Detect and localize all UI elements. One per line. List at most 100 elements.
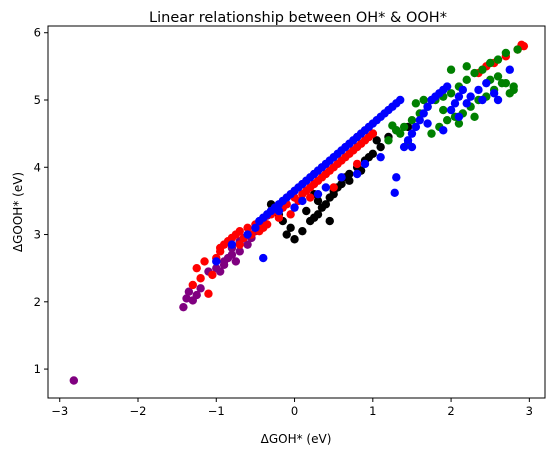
data-point — [313, 189, 323, 199]
data-point — [243, 240, 252, 249]
data-point — [486, 58, 495, 68]
data-point — [513, 45, 522, 54]
data-point — [407, 115, 417, 125]
data-point — [446, 105, 456, 115]
data-point — [259, 253, 268, 263]
data-point — [298, 196, 307, 206]
data-point — [200, 257, 209, 266]
data-point — [423, 119, 432, 128]
data-point — [337, 179, 346, 189]
data-point — [454, 92, 464, 101]
data-point — [396, 95, 405, 105]
data-point — [419, 109, 428, 118]
data-point — [337, 173, 346, 182]
data-point — [439, 126, 448, 135]
data-point — [419, 95, 428, 105]
data-point — [376, 152, 385, 162]
data-point — [235, 240, 244, 249]
data-point — [321, 200, 331, 209]
data-point — [458, 85, 468, 95]
data-point — [212, 263, 221, 273]
data-point — [493, 95, 503, 105]
data-point — [364, 152, 374, 162]
data-point — [286, 210, 295, 219]
data-point — [372, 136, 381, 145]
data-point — [302, 206, 311, 216]
x-tick-label: −2 — [130, 404, 147, 418]
x-tick-label: 3 — [526, 404, 533, 418]
data-point — [196, 274, 205, 283]
data-point — [407, 142, 417, 152]
y-tick-label: 1 — [34, 362, 41, 376]
y-tick-label: 3 — [34, 228, 41, 242]
data-point — [446, 65, 456, 74]
data-point — [396, 129, 405, 138]
data-points — [69, 40, 529, 385]
data-point — [251, 223, 260, 233]
data-point — [442, 115, 452, 125]
data-point — [282, 230, 291, 239]
data-point — [212, 257, 221, 266]
data-point — [184, 287, 194, 296]
y-tick-label: 4 — [34, 160, 41, 174]
data-point — [286, 223, 295, 233]
data-point — [259, 223, 268, 233]
data-point — [298, 226, 307, 236]
data-point — [290, 203, 299, 212]
data-point — [501, 78, 511, 88]
data-point — [505, 65, 514, 74]
data-point — [227, 240, 237, 249]
data-point — [290, 235, 299, 244]
y-axis: 1 2 3 4 5 6 — [34, 26, 48, 376]
data-point — [313, 196, 323, 206]
data-point — [313, 210, 323, 219]
data-point — [501, 48, 511, 58]
data-point — [462, 75, 471, 85]
data-point — [325, 216, 334, 226]
x-tick-label: 2 — [447, 404, 454, 418]
data-point — [439, 105, 448, 115]
data-point — [69, 376, 79, 385]
data-point — [407, 129, 417, 138]
x-tick-label: 1 — [369, 404, 376, 418]
data-point — [454, 112, 464, 122]
data-point — [493, 72, 503, 81]
data-point — [360, 159, 370, 169]
data-point — [352, 169, 362, 179]
data-point — [235, 247, 244, 256]
data-point — [466, 92, 475, 101]
data-point — [489, 89, 499, 98]
data-point — [403, 136, 413, 145]
data-point — [470, 112, 479, 122]
data-point — [519, 41, 529, 51]
data-point — [345, 176, 354, 185]
data-point — [192, 263, 201, 273]
y-axis-label: ΔGOOH* (eV) — [11, 172, 25, 252]
data-point — [179, 302, 188, 312]
data-point — [384, 136, 393, 145]
data-point — [227, 250, 237, 259]
data-point — [231, 257, 241, 266]
x-tick-label: −3 — [51, 404, 68, 418]
data-point — [204, 289, 213, 298]
data-point — [196, 284, 205, 293]
data-point — [411, 99, 421, 108]
data-point — [243, 230, 252, 239]
data-point — [321, 183, 331, 192]
data-point — [450, 99, 460, 108]
data-point — [274, 206, 284, 216]
data-point — [427, 129, 436, 138]
data-point — [454, 119, 464, 128]
data-point — [305, 193, 315, 202]
data-point — [192, 290, 201, 300]
data-point — [215, 247, 225, 256]
x-axis-label: ΔGOH* (eV) — [261, 432, 332, 446]
data-point — [470, 68, 479, 78]
data-point — [392, 173, 401, 182]
data-point — [345, 169, 354, 179]
data-point — [390, 188, 399, 198]
data-point — [411, 122, 421, 132]
data-point — [509, 85, 518, 95]
data-point — [423, 102, 432, 111]
